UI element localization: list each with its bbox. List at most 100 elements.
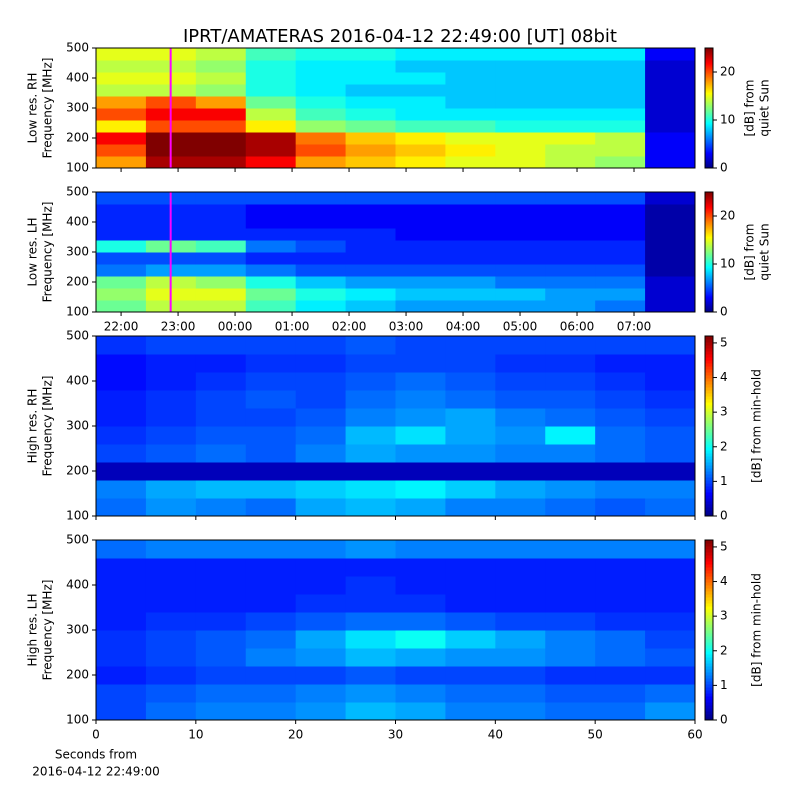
spectrogram-cell (195, 156, 247, 169)
spectrogram-cell (345, 390, 396, 409)
spectrogram-cell (345, 612, 396, 631)
spectrogram-cell (595, 48, 646, 61)
y-tick-label: 400 (66, 578, 89, 592)
colorbar-segment (705, 202, 713, 205)
spectrogram-cell (245, 264, 297, 277)
spectrogram-cell (495, 612, 546, 631)
colorbar-segment (705, 240, 713, 243)
colorbar-segment (705, 244, 713, 247)
spectrogram-cell (445, 498, 496, 517)
spectrogram-cell (145, 540, 197, 559)
colorbar-segment (705, 669, 713, 673)
spectrogram-cell (295, 108, 347, 121)
spectrogram-cell (195, 240, 247, 253)
colorbar-segment (705, 248, 713, 251)
spectrogram-cell (395, 576, 446, 595)
colorbar-segment (705, 100, 713, 103)
colorbar-segment (705, 402, 713, 406)
spectrogram-cell (545, 288, 596, 301)
colorbar-segment (705, 450, 713, 454)
spectrogram-cell (295, 408, 347, 427)
spectrogram-cell (545, 372, 596, 391)
colorbar-segment (705, 108, 713, 111)
colorbar-segment (705, 154, 713, 157)
spectrogram-cell (345, 120, 396, 133)
colorbar-segment (705, 88, 713, 91)
spectrogram-cell (295, 540, 347, 559)
colorbar-segment (705, 636, 713, 640)
spectrogram-cell (395, 558, 446, 577)
spectrogram-cell (345, 240, 396, 253)
spectrogram-cell (245, 228, 297, 241)
colorbar-label: [dB] from (743, 80, 757, 137)
colorbar-segment (705, 423, 713, 427)
colorbar-segment (705, 102, 713, 105)
spectrogram-cell (96, 240, 147, 253)
colorbar-segment (705, 156, 713, 159)
spectrogram-cell (545, 612, 596, 631)
colorbar-segment (705, 477, 713, 481)
colorbar-segment (705, 204, 713, 207)
colorbar-tick-label: 3 (720, 405, 728, 419)
spectrogram-cell (495, 84, 546, 97)
spectrogram-cell (195, 144, 247, 157)
spectrogram-cell (495, 576, 546, 595)
spectrogram-cell (295, 264, 347, 277)
spectrogram-cell (96, 462, 147, 481)
spectrogram-cell (245, 558, 297, 577)
spectrogram-cell (495, 132, 546, 145)
colorbar-segment (705, 540, 713, 544)
x-tick-label: 04:00 (446, 320, 481, 334)
spectrogram-cell (345, 252, 396, 265)
x-tick-label: 22:00 (104, 320, 139, 334)
spectrogram-cell (595, 336, 646, 355)
spectrogram-cell (195, 498, 247, 517)
spectrogram-cell (245, 252, 297, 265)
spectrogram-cell (345, 702, 396, 721)
spectrogram-cell (96, 630, 147, 649)
colorbar-segment (705, 708, 713, 712)
spectrogram-cell (595, 192, 646, 205)
spectrogram-cell (245, 120, 297, 133)
colorbar-segment (705, 268, 713, 271)
spectrogram-cell (195, 426, 247, 445)
spectrogram-cell (495, 252, 546, 265)
spectrogram-cell (295, 240, 347, 253)
spectrogram-cell (545, 264, 596, 277)
colorbar-segment (705, 414, 713, 418)
spectrogram-cell (595, 300, 646, 313)
spectrogram-cell (595, 288, 646, 301)
colorbar-tick-label: 2 (720, 643, 728, 657)
spectrogram-cell (395, 276, 446, 289)
spectrogram-cell (96, 702, 147, 721)
colorbar-segment (705, 58, 713, 61)
spectrogram-cell (96, 228, 147, 241)
spectrogram-cell (645, 132, 696, 145)
spectrogram-cell (145, 354, 197, 373)
colorbar-segment (705, 360, 713, 364)
spectrogram-cell (295, 192, 347, 205)
spectrogram-cell (96, 288, 147, 301)
spectrogram-cell (495, 144, 546, 157)
spectrogram-cell (245, 594, 297, 613)
spectrogram-cell (495, 228, 546, 241)
spectrogram-cell (245, 192, 297, 205)
colorbar-segment (705, 194, 713, 197)
spectrogram-cell (245, 630, 297, 649)
colorbar-segment (705, 639, 713, 643)
y-tick-label: 100 (66, 161, 89, 175)
spectrogram-cell (345, 84, 396, 97)
colorbar-segment (705, 290, 713, 293)
y-tick-label: 300 (66, 101, 89, 115)
colorbar-label: [dB] from min-hold (750, 369, 764, 483)
spectrogram-cell (545, 498, 596, 517)
colorbar-segment (705, 148, 713, 151)
colorbar-segment (705, 369, 713, 373)
colorbar-segment (705, 366, 713, 370)
colorbar-segment (705, 132, 713, 135)
spectrogram-cell (345, 288, 396, 301)
colorbar-segment (705, 84, 713, 87)
spectrogram-cell (96, 354, 147, 373)
spectrogram-cell (495, 390, 546, 409)
colorbar-segment (705, 585, 713, 589)
